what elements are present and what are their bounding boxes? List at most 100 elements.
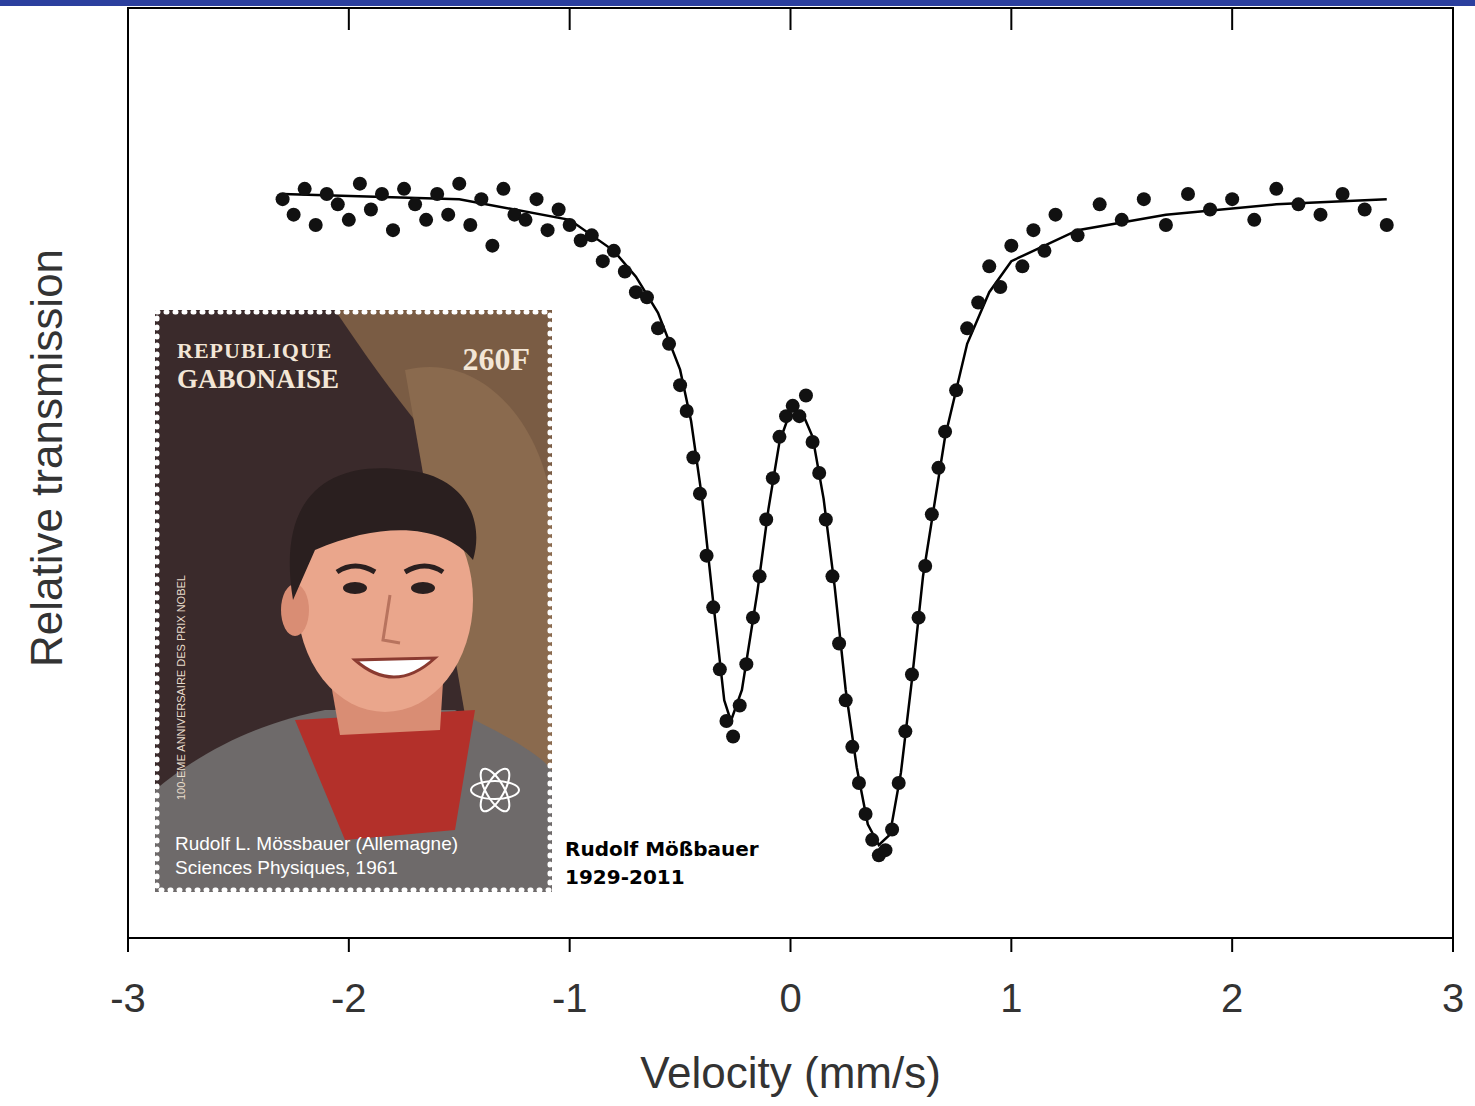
x-tick-top xyxy=(790,8,792,30)
data-point xyxy=(865,833,879,847)
data-point xyxy=(839,693,853,707)
x-tick xyxy=(1010,938,1012,952)
data-point xyxy=(552,203,566,217)
stamp-eye xyxy=(343,582,367,594)
chart: -3-2-10123Velocity (mm/s)Relative transm… xyxy=(0,0,1475,1106)
data-point xyxy=(287,208,301,222)
data-point xyxy=(474,192,488,206)
data-point xyxy=(905,668,919,682)
data-point xyxy=(878,843,892,857)
x-tick-top xyxy=(1010,8,1012,30)
data-point xyxy=(419,213,433,227)
data-point xyxy=(1015,259,1029,273)
data-point xyxy=(772,430,786,444)
data-point xyxy=(386,223,400,237)
data-point xyxy=(706,600,720,614)
data-point xyxy=(726,730,740,744)
x-tick-label: 3 xyxy=(1442,976,1464,1020)
x-axis-title: Velocity (mm/s) xyxy=(640,1048,941,1097)
stamp-atom xyxy=(475,765,515,816)
x-tick xyxy=(790,938,792,952)
stamp-hair xyxy=(290,468,477,600)
stamp-brow xyxy=(337,566,375,572)
data-point xyxy=(331,197,345,211)
stamp-country: REPUBLIQUE xyxy=(177,338,332,363)
data-point xyxy=(375,187,389,201)
stamp-nose xyxy=(383,595,400,643)
data-point xyxy=(938,425,952,439)
data-point xyxy=(759,513,773,527)
data-point xyxy=(949,383,963,397)
data-point xyxy=(298,182,312,196)
annotation: 1929-2011 xyxy=(565,865,685,889)
plot-frame xyxy=(128,8,1453,938)
stamp-atom xyxy=(475,765,515,816)
data-point xyxy=(845,740,859,754)
data-point xyxy=(519,213,533,227)
data-point xyxy=(1037,244,1051,258)
data-point xyxy=(912,611,926,625)
stamp-eye xyxy=(411,582,435,594)
stamp-country: GABONAISE xyxy=(177,364,339,394)
data-point xyxy=(892,776,906,790)
data-point xyxy=(585,228,599,242)
data-point xyxy=(1181,187,1195,201)
data-point xyxy=(1203,203,1217,217)
data-point xyxy=(766,471,780,485)
data-point xyxy=(812,466,826,480)
x-tick xyxy=(1452,938,1454,952)
data-point xyxy=(618,265,632,279)
data-point xyxy=(806,435,820,449)
data-point xyxy=(541,223,555,237)
x-tick-top xyxy=(569,8,571,30)
data-point xyxy=(1225,192,1239,206)
data-point xyxy=(739,657,753,671)
stamp-art xyxy=(155,310,552,892)
data-point xyxy=(819,513,833,527)
data-point xyxy=(680,404,694,418)
data-point xyxy=(1380,218,1394,232)
slide-band xyxy=(0,0,1475,6)
data-point xyxy=(993,280,1007,294)
data-point xyxy=(832,637,846,651)
x-tick xyxy=(1231,938,1233,952)
data-point xyxy=(931,461,945,475)
stamp-bg xyxy=(155,310,552,892)
data-point xyxy=(563,218,577,232)
data-point xyxy=(1314,208,1328,222)
plot-area xyxy=(276,177,1394,863)
x-tick xyxy=(348,938,350,952)
x-tick-label: -2 xyxy=(331,976,367,1020)
data-point xyxy=(700,549,714,563)
y-axis-title: Relative transmission xyxy=(22,249,71,667)
data-point xyxy=(353,177,367,191)
x-tick-label: 0 xyxy=(779,976,801,1020)
data-point xyxy=(746,611,760,625)
x-tick-label: -3 xyxy=(110,976,146,1020)
data-point xyxy=(1093,197,1107,211)
x-tick-label: 1 xyxy=(1000,976,1022,1020)
data-point xyxy=(1291,197,1305,211)
data-point xyxy=(452,177,466,191)
data-point xyxy=(662,337,676,351)
stamp-side-text: 100-EME ANNIVERSAIRE DES PRIX NOBEL xyxy=(175,575,187,800)
stamp-caption: Sciences Physiques, 1961 xyxy=(175,857,398,878)
data-point xyxy=(673,378,687,392)
data-point xyxy=(1159,218,1173,232)
data-point xyxy=(960,321,974,335)
data-point xyxy=(1115,213,1129,227)
data-point xyxy=(859,807,873,821)
data-point xyxy=(276,192,290,206)
data-point xyxy=(496,182,510,196)
annotation: Rudolf Mößbauer xyxy=(565,837,759,861)
stamp-atom xyxy=(471,781,519,799)
data-point xyxy=(309,218,323,232)
data-point xyxy=(651,321,665,335)
data-point xyxy=(982,259,996,273)
data-point xyxy=(925,507,939,521)
data-point xyxy=(753,569,767,583)
data-point xyxy=(1026,223,1040,237)
stamp-value: 260F xyxy=(462,341,530,377)
data-point xyxy=(364,203,378,217)
data-point xyxy=(1137,192,1151,206)
